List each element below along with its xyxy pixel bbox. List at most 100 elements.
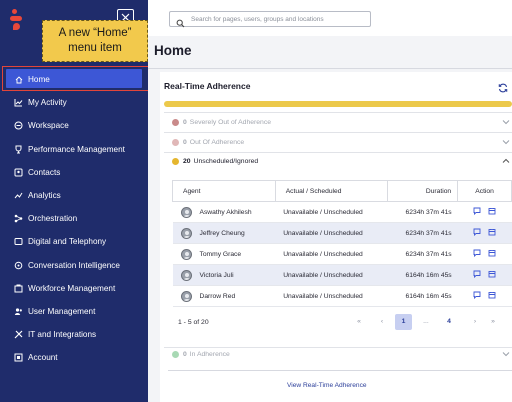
chat-icon[interactable]: [473, 291, 481, 300]
sidebar-item-user-management[interactable]: User Management: [0, 300, 148, 323]
page-button-4[interactable]: 4: [447, 318, 451, 325]
sidebar-item-label: Orchestration: [28, 214, 78, 224]
calendar-icon[interactable]: [488, 228, 496, 236]
sidebar-item-digital-and-telephony[interactable]: Digital and Telephony: [0, 230, 148, 253]
agent-duration: 6234h 37m 41s: [387, 201, 458, 223]
next-page-button[interactable]: ›: [473, 318, 477, 325]
sidebar-item-conversation-intelligence[interactable]: Conversation Intelligence: [0, 254, 148, 277]
agent-status: Unavailable / Unscheduled: [275, 222, 388, 244]
avatar: [180, 206, 192, 218]
chat-icon[interactable]: [473, 270, 481, 279]
column-header-action: Action: [457, 180, 512, 202]
sidebar-item-it-and-integrations[interactable]: IT and Integrations: [0, 323, 148, 346]
column-header-actual-scheduled[interactable]: Actual / Scheduled: [274, 180, 389, 202]
search-box[interactable]: [169, 11, 371, 27]
adherence-card: Real-Time Adherence 0 Severely Out of Ad…: [160, 36, 512, 402]
sidebar-item-workspace[interactable]: Workspace: [0, 114, 148, 137]
calendar-icon[interactable]: [488, 270, 496, 278]
avatar: [180, 227, 192, 239]
sidebar-item-label: Analytics: [28, 191, 61, 201]
sidebar-item-label: Digital and Telephony: [28, 237, 107, 247]
refresh-icon[interactable]: [498, 80, 508, 93]
sidebar-item-label: Account: [28, 353, 58, 363]
trophy-icon: [14, 145, 23, 154]
pagination-ellipsis: ...: [423, 318, 429, 325]
calendar-icon[interactable]: [488, 207, 496, 215]
calendar-icon[interactable]: [488, 249, 496, 257]
agent-name: Darrow Red: [199, 292, 236, 300]
status-dot: [172, 139, 179, 146]
contacts-icon: [14, 168, 23, 177]
chevron-up-icon[interactable]: [502, 157, 510, 165]
sidebar-item-my-activity[interactable]: My Activity: [0, 91, 148, 114]
status-row-out-of-adherence[interactable]: 0 Out Of Adherence: [164, 133, 512, 152]
sidebar-item-label: Workforce Management: [28, 283, 116, 293]
sidebar-item-label: Workspace: [28, 121, 69, 131]
agent-duration: 6164h 16m 45s: [387, 285, 458, 307]
telephony-icon: [14, 237, 23, 246]
adherence-progress-bar: [164, 101, 512, 107]
chat-icon[interactable]: [473, 207, 481, 216]
calendar-icon[interactable]: [488, 291, 496, 299]
status-label: Out Of Adherence: [189, 139, 245, 146]
sidebar-item-label: My Activity: [28, 98, 67, 108]
user-icon: [14, 307, 23, 316]
analytics-icon: [14, 191, 23, 200]
page-button-current[interactable]: 1: [395, 314, 412, 330]
status-dot: [172, 351, 179, 358]
agents-table: Agent Actual / Scheduled Duration Action…: [172, 180, 512, 307]
last-page-button[interactable]: »: [491, 318, 495, 325]
chevron-down-icon[interactable]: [502, 138, 510, 146]
agent-duration: 6164h 16m 45s: [387, 264, 458, 286]
orchestration-icon: [14, 214, 23, 223]
sidebar-item-performance-management[interactable]: Performance Management: [0, 138, 148, 161]
status-row-unscheduled[interactable]: 20 Unscheduled/Ignored: [164, 152, 512, 171]
sidebar-item-label: Home: [28, 75, 50, 85]
chart-icon: [14, 98, 23, 107]
sidebar-item-contacts[interactable]: Contacts: [0, 161, 148, 184]
agent-status: Unavailable / Unscheduled: [275, 264, 388, 286]
sidebar-item-analytics[interactable]: Analytics: [0, 184, 148, 207]
sidebar-item-orchestration[interactable]: Orchestration: [0, 207, 148, 230]
column-header-agent[interactable]: Agent: [172, 180, 276, 202]
status-label: In Adherence: [189, 351, 230, 358]
prev-page-button[interactable]: ‹: [380, 318, 384, 325]
sidebar-item-home[interactable]: Home: [0, 66, 152, 91]
workspace-icon: [14, 121, 23, 130]
sidebar-item-workforce-management[interactable]: Workforce Management: [0, 277, 148, 300]
status-label: Severely Out of Adherence: [189, 119, 272, 126]
view-real-time-adherence-link[interactable]: View Real-Time Adherence: [287, 382, 367, 389]
agent-name: Jeffrey Cheung: [199, 229, 245, 237]
pagination-range: 1 - 5 of 20: [178, 319, 209, 326]
agent-name: Tommy Grace: [199, 250, 242, 258]
first-page-button[interactable]: «: [357, 318, 361, 325]
agent-name: Victoria Juli: [199, 271, 234, 279]
divider: [164, 152, 512, 153]
table-row: Tommy Grace Unavailable / Unscheduled 62…: [172, 243, 512, 265]
search-input[interactable]: [191, 15, 370, 23]
sidebar-item-account[interactable]: Account: [0, 346, 148, 369]
divider: [164, 132, 512, 133]
status-dot: [172, 158, 179, 165]
annotation-callout: A new “Home” menu item: [42, 20, 148, 62]
card-title: Real-Time Adherence: [164, 81, 251, 91]
column-header-duration[interactable]: Duration: [387, 180, 459, 202]
brand-logo-icon[interactable]: [10, 9, 24, 31]
chevron-down-icon[interactable]: [502, 118, 510, 126]
page-title: Home: [154, 43, 192, 58]
status-count: 0: [183, 351, 187, 358]
status-row-in-adherence[interactable]: 0 In Adherence: [164, 345, 512, 364]
chevron-down-icon[interactable]: [502, 350, 510, 358]
callout-line-1: A new “Home”: [58, 27, 132, 39]
sidebar-item-label: Contacts: [28, 167, 61, 177]
agent-duration: 6234h 37m 41s: [387, 243, 458, 265]
chat-icon[interactable]: [473, 249, 481, 258]
search-icon: [176, 15, 185, 27]
status-row-severely-out[interactable]: 0 Severely Out of Adherence: [164, 113, 512, 132]
chat-icon[interactable]: [473, 228, 481, 237]
avatar: [180, 269, 192, 281]
sidebar-item-label: Performance Management: [28, 144, 125, 154]
status-count: 20: [183, 158, 191, 165]
conversation-icon: [14, 261, 23, 270]
sidebar-nav: Home My Activity Workspace Performance M…: [0, 66, 152, 369]
